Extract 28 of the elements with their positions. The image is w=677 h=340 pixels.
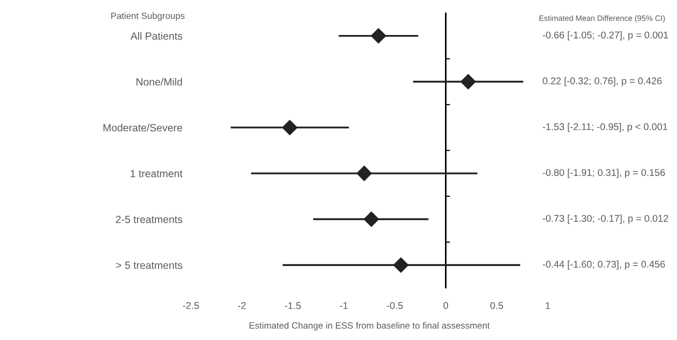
point <box>370 28 386 44</box>
data-label: 0.22 [-0.32; 0.76], p = 0.426 <box>542 77 662 86</box>
y-tick-label: 2-5 treatments <box>116 216 182 224</box>
y-tick-label: All Patients <box>130 32 182 40</box>
x-tick-label: -2 <box>238 302 246 309</box>
point <box>282 120 298 136</box>
data-label: -0.66 [-1.05; -0.27], p = 0.001 <box>542 31 668 40</box>
x-tick-label: -2.5 <box>182 302 199 310</box>
y-tick-label: Moderate/Severe <box>104 124 182 132</box>
x-tick-label: 1 <box>546 302 550 309</box>
x-tick-label: 0.5 <box>490 302 504 310</box>
data-label: -0.80 [-1.91; 0.31], p = 0.156 <box>542 168 665 178</box>
y-tick-label: > 5 treatments <box>116 262 182 269</box>
point <box>460 74 476 90</box>
data-label: -1.53 [-2.11; -0.95], p < 0.001 <box>542 122 668 132</box>
y-axis-title: Patient Subgroups <box>111 12 185 21</box>
data-label: -0.73 [-1.30; -0.17], p = 0.012 <box>542 214 668 224</box>
data-label: -0.44 [-1.60; 0.73], p = 0.456 <box>542 260 665 270</box>
x-tick-label: -1 <box>340 302 348 309</box>
y-tick-label: None/Mild <box>136 78 182 86</box>
x-tick-label: -0.5 <box>386 302 403 310</box>
x-axis-title: Estimated Change in ESS from baseline to final assessment <box>250 322 490 330</box>
point <box>356 166 372 182</box>
point <box>393 257 409 273</box>
x-tick-label: 0 <box>443 302 448 310</box>
point <box>364 212 380 227</box>
x-tick-label: -1.5 <box>284 302 301 310</box>
y-tick-label: 1 treatment <box>130 170 183 178</box>
